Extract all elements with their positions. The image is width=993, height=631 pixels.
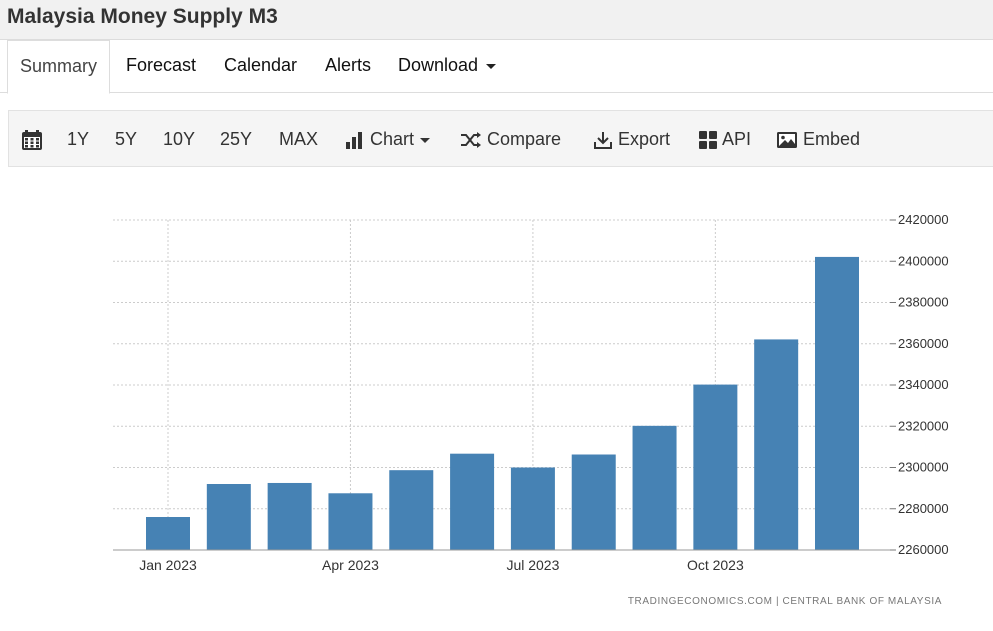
bar[interactable]	[389, 470, 434, 550]
compare-label: Compare	[487, 129, 562, 149]
bar[interactable]	[815, 256, 859, 550]
y-tick-label: 2320000	[898, 418, 949, 433]
range-10y-button[interactable]: 10Y	[163, 129, 196, 149]
x-tick-label: Oct 2023	[687, 557, 744, 573]
tab-summary[interactable]: Summary	[7, 40, 111, 94]
chevron-down-icon	[486, 63, 497, 69]
page-title: Malaysia Money Supply M3	[7, 5, 278, 28]
embed-button[interactable]: Embed	[776, 111, 860, 168]
y-tick-label: 2280000	[898, 501, 949, 516]
embed-label: Embed	[803, 129, 861, 149]
bar[interactable]	[693, 384, 738, 550]
bar[interactable]	[632, 425, 677, 550]
range-max-button[interactable]: MAX	[279, 129, 319, 149]
calendar-icon	[22, 130, 42, 151]
x-tick-label: Jul 2023	[506, 557, 559, 573]
bar[interactable]	[754, 339, 799, 550]
y-tick-label: 2300000	[898, 460, 949, 475]
chart-type-button[interactable]: Chart	[345, 111, 431, 168]
tab-download-label: Download	[398, 55, 479, 75]
bar[interactable]	[571, 454, 616, 550]
y-tick-label: 2420000	[898, 212, 949, 227]
y-tick-label: 2260000	[898, 542, 949, 557]
calendar-button[interactable]	[21, 111, 43, 168]
bar[interactable]	[510, 467, 555, 551]
tab-calendar[interactable]: Calendar	[224, 55, 298, 75]
bar[interactable]	[450, 453, 495, 550]
api-label: API	[722, 129, 752, 149]
grid-icon	[699, 131, 717, 150]
x-tick-label: Apr 2023	[322, 557, 379, 573]
source-credit: TRADINGECONOMICS.COM | CENTRAL BANK OF M…	[627, 596, 942, 607]
chevron-down-icon	[420, 137, 431, 143]
y-tick-label: 2340000	[898, 377, 949, 392]
bar[interactable]	[146, 517, 190, 550]
compare-button[interactable]: Compare	[460, 111, 561, 168]
y-tick-label: 2400000	[898, 253, 949, 268]
tab-alerts[interactable]: Alerts	[325, 55, 372, 75]
y-tick-label: 2360000	[898, 336, 949, 351]
export-button[interactable]: Export	[593, 111, 670, 168]
range-25y-button[interactable]: 25Y	[220, 129, 253, 149]
title-bar: Malaysia Money Supply M3	[0, 0, 993, 40]
export-label: Export	[618, 129, 671, 149]
api-button[interactable]: API	[698, 111, 751, 168]
image-icon	[777, 132, 797, 149]
bar-chart: 2260000 2280000 2300000 2320000 2340000 23600…	[113, 212, 949, 573]
bar-chart-icon	[346, 132, 362, 150]
chart-type-label: Chart	[370, 129, 415, 149]
bar[interactable]	[267, 482, 312, 550]
download-icon	[594, 132, 612, 150]
range-1y-button[interactable]: 1Y	[67, 129, 90, 149]
range-5y-button[interactable]: 5Y	[115, 129, 138, 149]
tab-bar: Summary Forecast Calendar Alerts Downloa…	[0, 40, 993, 94]
tab-download[interactable]: Download	[398, 40, 497, 92]
chart-toolbar: 1Y 5Y 10Y 25Y MAX Chart Compare Export	[8, 110, 993, 167]
shuffle-icon	[461, 132, 481, 149]
chart-area: 2260000 2280000 2300000 2320000 2340000 23600…	[8, 168, 993, 631]
x-tick-label: Jan 2023	[139, 557, 197, 573]
tab-forecast[interactable]: Forecast	[126, 55, 197, 75]
bar[interactable]	[206, 484, 251, 550]
bar[interactable]	[328, 493, 373, 550]
y-tick-label: 2380000	[898, 295, 949, 310]
